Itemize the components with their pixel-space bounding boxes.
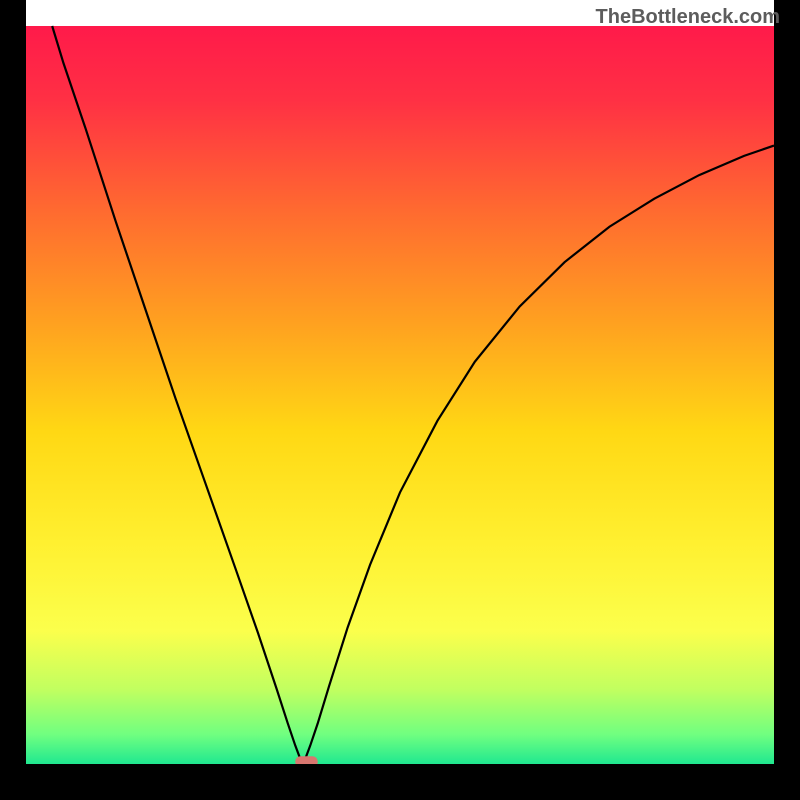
watermark-text: TheBottleneck.com [596, 6, 780, 29]
border-bottom [0, 764, 800, 800]
chart-container: TheBottleneck.com [0, 0, 800, 800]
border-right [774, 0, 800, 800]
bottleneck-chart [0, 0, 800, 800]
plot-background [26, 26, 774, 764]
border-left [0, 0, 26, 800]
